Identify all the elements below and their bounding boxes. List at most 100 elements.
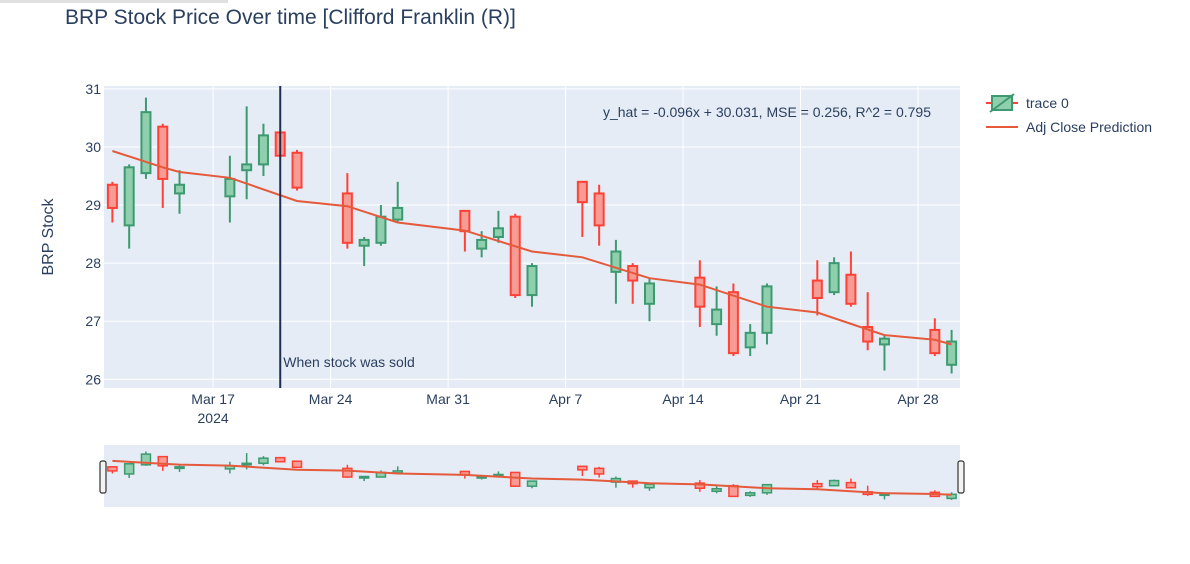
mini-candle — [291, 460, 303, 469]
mini-candle-body — [509, 471, 521, 487]
x-tick-label: Mar 17 — [191, 391, 235, 407]
candle-body — [375, 215, 387, 244]
candle-body — [241, 163, 253, 172]
candle-body — [610, 250, 622, 273]
candle-body — [878, 337, 890, 346]
range-slider-prediction-line — [112, 459, 952, 496]
candle-body — [492, 227, 504, 239]
candle[interactable] — [828, 257, 840, 296]
candle[interactable] — [224, 155, 236, 223]
y-tick-label: 30 — [85, 139, 101, 155]
candle-body — [106, 183, 118, 209]
legend-item-prediction[interactable]: Adj Close Prediction — [986, 119, 1152, 135]
candle[interactable] — [157, 123, 169, 208]
x-tick-label: Apr 14 — [662, 391, 703, 407]
candle-body — [576, 180, 588, 204]
legend-item-trace0[interactable]: trace 0 — [986, 93, 1069, 113]
y-axis-label: BRP Stock — [40, 197, 57, 275]
candle[interactable] — [123, 164, 135, 249]
candle-body — [341, 192, 353, 244]
mini-candle — [258, 456, 269, 466]
candle[interactable] — [576, 180, 588, 237]
mini-candle-body — [241, 462, 252, 466]
mini-candle — [274, 456, 286, 463]
x-tick-label: Mar 24 — [309, 391, 353, 407]
candle-body — [509, 215, 521, 297]
candle[interactable] — [492, 210, 504, 243]
mini-candle — [744, 491, 756, 497]
mini-candle-body — [694, 482, 706, 489]
chart-title: BRP Stock Price Over time [Clifford Fran… — [65, 6, 516, 29]
candle[interactable] — [257, 123, 269, 177]
range-slider-right-handle[interactable] — [957, 460, 965, 494]
candle[interactable] — [610, 239, 622, 304]
mini-candle-body — [291, 460, 303, 469]
candle-body — [459, 209, 471, 233]
candle[interactable] — [878, 335, 890, 371]
candle[interactable] — [341, 173, 353, 249]
candle[interactable] — [643, 277, 655, 322]
mini-candle — [107, 466, 118, 474]
legend-label-prediction: Adj Close Prediction — [1026, 119, 1152, 135]
candle[interactable] — [694, 260, 706, 328]
candle[interactable] — [174, 170, 186, 214]
mini-candle-body — [577, 465, 588, 471]
candle-body — [392, 206, 404, 221]
candle-body — [358, 238, 370, 247]
candle-body — [157, 125, 169, 180]
mini-candle — [509, 471, 521, 487]
mini-candle-body — [744, 492, 756, 497]
candle-body — [811, 279, 823, 299]
candle[interactable] — [845, 251, 857, 307]
candle[interactable] — [106, 181, 118, 223]
legend-label-trace0: trace 0 — [1026, 95, 1069, 111]
y-tick-label: 29 — [85, 197, 101, 213]
candle[interactable] — [392, 181, 404, 223]
candle[interactable] — [358, 237, 370, 267]
mini-candle-body — [711, 487, 722, 493]
candle[interactable] — [593, 184, 605, 246]
candle-body — [224, 177, 236, 198]
y-tick-label: 28 — [85, 255, 101, 271]
candle-body — [744, 331, 756, 349]
mini-candle-body — [828, 479, 840, 487]
x-tick-label: Apr 7 — [549, 391, 583, 407]
candle-body — [123, 166, 135, 227]
candle[interactable] — [761, 283, 773, 345]
candle[interactable] — [140, 97, 152, 179]
mini-candle-body — [593, 467, 605, 475]
x-tick-label: Apr 21 — [780, 391, 821, 407]
candle-body — [946, 340, 958, 366]
grid-x — [212, 86, 919, 388]
candle[interactable] — [811, 260, 823, 316]
regression-annotation: y_hat = -0.096x + 30.031, MSE = 0.256, R… — [603, 104, 931, 120]
range-slider[interactable] — [104, 445, 960, 507]
mini-candle — [593, 466, 605, 478]
candle-body — [643, 282, 655, 305]
candle[interactable] — [946, 329, 958, 374]
candle[interactable] — [291, 149, 303, 191]
mini-candle — [694, 480, 706, 492]
mini-candle-body — [342, 467, 353, 478]
mini-candle — [123, 463, 135, 479]
candle[interactable] — [744, 324, 756, 357]
candle[interactable] — [509, 213, 521, 298]
y-tick-label: 31 — [85, 81, 101, 97]
candle-body — [291, 151, 303, 189]
candle-body — [257, 134, 269, 166]
candle-body — [694, 276, 706, 308]
candle[interactable] — [711, 286, 723, 336]
candle-body — [761, 285, 773, 334]
mini-candle-body — [274, 456, 286, 463]
y-axis-ticks: 26 27 28 29 30 31 — [85, 81, 101, 387]
candle-body — [140, 111, 152, 175]
mini-candle-body — [358, 475, 370, 479]
mini-candle — [358, 475, 370, 482]
candle[interactable] — [526, 263, 538, 307]
candle-body — [727, 291, 739, 355]
prediction-line — [112, 150, 952, 346]
mini-candle — [828, 479, 840, 487]
range-slider-left-handle[interactable] — [99, 460, 107, 494]
y-tick-label: 27 — [85, 313, 101, 329]
candle[interactable] — [862, 292, 874, 351]
